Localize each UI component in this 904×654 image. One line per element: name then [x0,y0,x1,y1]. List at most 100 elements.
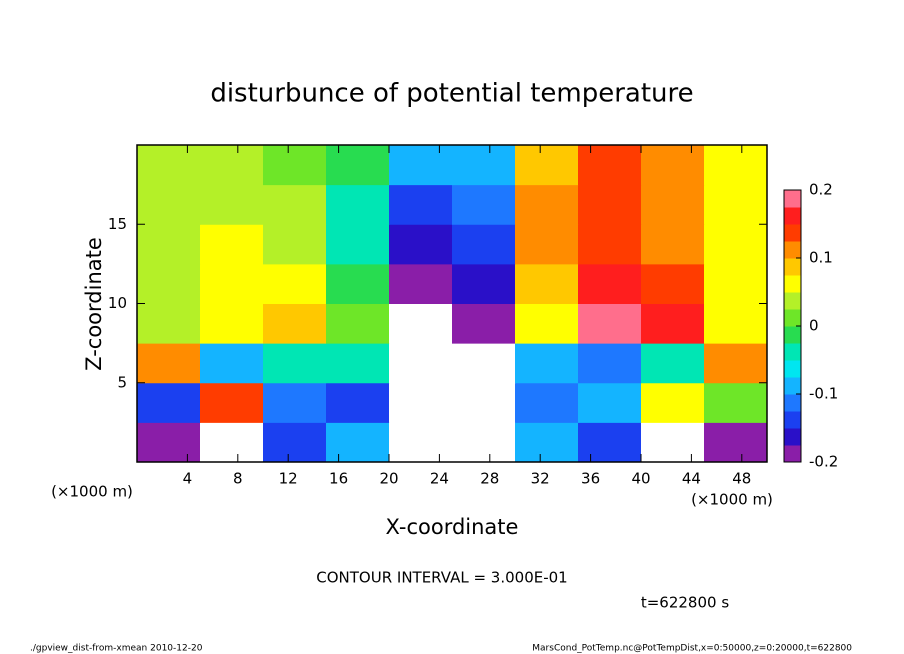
heat-cell [641,263,705,304]
colorbar-band [784,428,801,446]
heat-cell [137,303,201,344]
heat-cell [389,263,453,304]
heat-cell [515,303,579,344]
colorbar-band [784,394,801,412]
heat-cell [389,224,453,265]
heat-cell [515,145,579,186]
y-unit: (×1000 m) [51,483,133,501]
heat-cell [578,422,642,463]
y-tick-label: 5 [117,373,127,391]
heat-cell [326,303,390,344]
x-tick-label: 24 [430,470,449,488]
heat-cell [578,382,642,423]
heat-cell [137,382,201,423]
heat-cell [704,303,768,344]
heat-cell [515,224,579,265]
colorbar-band [784,343,801,361]
heat-cell [389,422,453,463]
heat-cell [452,184,516,225]
y-tick-label: 15 [108,215,127,233]
x-axis-label: X-coordinate [386,515,519,539]
heat-cell [263,184,327,225]
heat-cell [137,343,201,384]
x-tick-label: 32 [531,470,550,488]
y-axis-label: Z-coordinate [82,237,106,371]
heat-cell [452,343,516,384]
x-tick-label: 8 [233,470,243,488]
heat-cell [641,343,705,384]
colorbar-band [784,241,801,259]
heat-cell [704,382,768,423]
colorbar-tick-label: -0.2 [809,453,838,471]
heat-cell [200,263,264,304]
heat-cell [200,224,264,265]
heat-cell [200,184,264,225]
heat-cell [200,303,264,344]
x-tick-label: 48 [732,470,751,488]
heat-cell [263,303,327,344]
footer-right: MarsCond_PotTemp.nc@PotTempDist,x=0:5000… [532,644,852,654]
colorbar-band [784,326,801,344]
heat-cell [452,263,516,304]
x-tick-label: 36 [581,470,600,488]
heat-cell [326,382,390,423]
x-tick-label: 16 [329,470,348,488]
heat-cell [326,422,390,463]
heat-cell [641,184,705,225]
heat-cell [641,382,705,423]
heat-cell [200,382,264,423]
annotation: CONTOUR INTERVAL = 3.000E-01 [316,569,567,587]
heat-cell [326,184,390,225]
heat-cell [515,184,579,225]
heat-cell [641,145,705,186]
heat-cell [137,263,201,304]
heat-cell [326,343,390,384]
colorbar-band [784,224,801,242]
footer-left: ./gpview_dist-from-xmean 2010-12-20 [30,644,203,654]
heat-cell [389,382,453,423]
colorbar-tick-label: 0.2 [809,181,833,199]
heat-cell [578,224,642,265]
heat-cell [704,343,768,384]
colorbar-tick-label: 0 [809,317,819,335]
heat-cell [578,303,642,344]
heat-cell [641,224,705,265]
colorbar-band [784,275,801,293]
heat-cell [452,422,516,463]
heat-cell [389,343,453,384]
colorbar-tick-label: 0.1 [809,249,833,267]
heat-cell [578,263,642,304]
heat-cell [389,145,453,186]
colorbar-band [784,309,801,327]
heat-cell [263,263,327,304]
chart-title: disturbunce of potential temperature [210,79,693,109]
x-tick-label: 4 [183,470,193,488]
heat-cell [515,382,579,423]
heat-cell [326,224,390,265]
x-unit: (×1000 m) [691,491,773,509]
colorbar-band [784,207,801,225]
heat-cell [263,145,327,186]
colorbar-band [784,190,801,208]
heat-cell [452,303,516,344]
x-tick-label: 40 [631,470,650,488]
heat-cell [389,184,453,225]
heat-cell [137,145,201,186]
heat-cell [641,303,705,344]
heat-cell [263,422,327,463]
colorbar-band [784,445,801,463]
heat-cell [452,145,516,186]
heat-cell [263,343,327,384]
heat-cell [704,224,768,265]
colorbar-band [784,360,801,378]
heat-cell [200,343,264,384]
time-label: t=622800 s [641,594,729,612]
heat-cell [200,145,264,186]
heat-cell [704,263,768,304]
heat-cell [263,382,327,423]
x-tick-label: 20 [379,470,398,488]
heat-cell [704,145,768,186]
colorbar-tick-label: -0.1 [809,385,838,403]
colorbar-band [784,258,801,276]
